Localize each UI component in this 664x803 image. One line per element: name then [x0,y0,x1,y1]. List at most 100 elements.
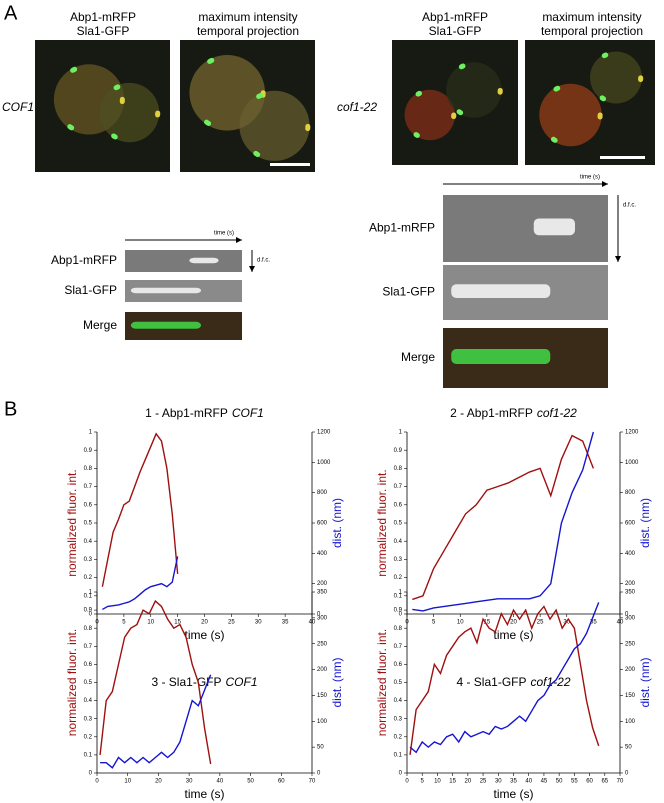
x-tick-label: 35 [282,620,289,626]
y-tick-label: 0.2 [84,734,93,740]
streak [130,321,202,329]
y-tick-label: 0.3 [394,716,403,722]
label: d.f.c. [623,203,636,209]
title-text: 2 - Abp1-mRFP [450,406,533,420]
y2-tick-label: 400 [625,551,636,557]
patch [597,114,603,120]
y2-tick-label: 400 [317,551,328,557]
patch [416,90,422,96]
y-tick-label: 0.2 [394,575,403,581]
label: Abp1-mRFP [70,10,136,24]
scale-bar [270,163,310,166]
label: Sla1-GFP [382,285,435,299]
chart-title: 1 - Abp1-mRFP COF1 [145,406,264,420]
kymograph [443,195,608,262]
patch [456,109,462,115]
y-tick-label: 0.3 [84,557,93,563]
y-tick-label: 1 [89,430,93,436]
y2-tick-label: 1000 [317,460,331,466]
patch [209,57,215,63]
patch [550,136,556,142]
y-tick-label: 0.6 [394,662,403,668]
streak [130,287,202,294]
x-tick-label: 10 [147,620,154,626]
x-tick-label: 10 [434,779,441,785]
y-tick-label: 1 [399,590,403,596]
y-tick-label: 0.9 [394,608,403,614]
y-tick-label: 0.1 [394,593,403,599]
x-tick-label: 5 [432,620,436,626]
patch [599,95,605,101]
patch [305,126,311,132]
x-tick-label: 70 [309,779,316,785]
y2-axis-title: dist. (nm) [330,498,344,548]
y-tick-label: 0.3 [84,716,93,722]
y-tick-label: 1 [89,590,93,596]
y-tick-label: 0.9 [84,448,93,454]
x-tick-label: 30 [495,779,502,785]
series-line [409,602,600,754]
y-tick-label: 0.4 [84,698,93,704]
y2-tick-label: 100 [625,719,636,725]
y2-tick-label: 1000 [625,460,639,466]
y2-tick-label: 50 [317,745,324,751]
series-line [409,605,600,755]
y-tick-label: 0.7 [84,644,93,650]
x-tick-label: 30 [255,620,262,626]
x-tick-label: 40 [525,779,532,785]
streak [189,257,219,264]
y-tick-label: 0.7 [394,484,403,490]
patch [413,132,419,138]
label: time (s) [214,231,234,237]
y2-tick-label: 200 [625,667,636,673]
cell [99,82,160,143]
y-tick-label: 0.6 [394,502,403,508]
x-tick-label: 5 [122,620,126,626]
y-tick-label: 0.7 [84,484,93,490]
label: temporal projection [197,24,299,38]
y-axis-title: normalized fluor. int. [65,629,79,736]
patch [119,99,125,105]
chart-title: 3 - Sla1-GFP COF1 [151,675,257,689]
cell [404,89,455,141]
patch [155,112,161,118]
streak [533,218,575,236]
y-tick-label: 0.2 [84,575,93,581]
x-tick-label: 50 [247,779,254,785]
y2-tick-label: 0 [317,612,321,618]
x-tick-label: 15 [174,620,181,626]
arrow-head [249,266,255,272]
title-strain: cof1-22 [537,406,577,420]
y-tick-label: 0.5 [84,521,93,527]
title-text: 4 - Sla1-GFP [456,675,526,689]
y2-tick-label: 800 [625,490,636,496]
arrow-head [602,181,608,187]
y-axis-title: normalized fluor. int. [375,629,389,736]
patch [72,66,78,72]
x-tick-label: 10 [124,779,131,785]
scale-bar [600,156,645,159]
title-text: 1 - Abp1-mRFP [145,406,228,420]
x-tick-label: 25 [537,620,544,626]
y-tick-label: 0 [399,771,403,777]
y-tick-label: 0 [399,612,403,618]
label: Abp1-mRFP [51,253,117,267]
y2-tick-label: 250 [625,641,636,647]
x-tick-label: 35 [590,620,597,626]
y2-tick-label: 0 [625,612,629,618]
x-tick-label: 15 [484,620,491,626]
x-axis-title: time (s) [494,628,534,642]
x-axis-title: time (s) [185,787,225,801]
patch [555,85,561,91]
x-tick-label: 30 [186,779,193,785]
cell [446,62,502,118]
label: Sla1-GFP [77,24,130,38]
y2-tick-label: 0 [317,771,321,777]
x-tick-label: 60 [586,779,593,785]
label: COF1 [2,100,34,114]
label: Abp1-mRFP [422,10,488,24]
patch [258,92,264,98]
x-tick-label: 25 [228,620,235,626]
y-tick-label: 0.5 [394,521,403,527]
label: cof1-22 [337,100,377,114]
